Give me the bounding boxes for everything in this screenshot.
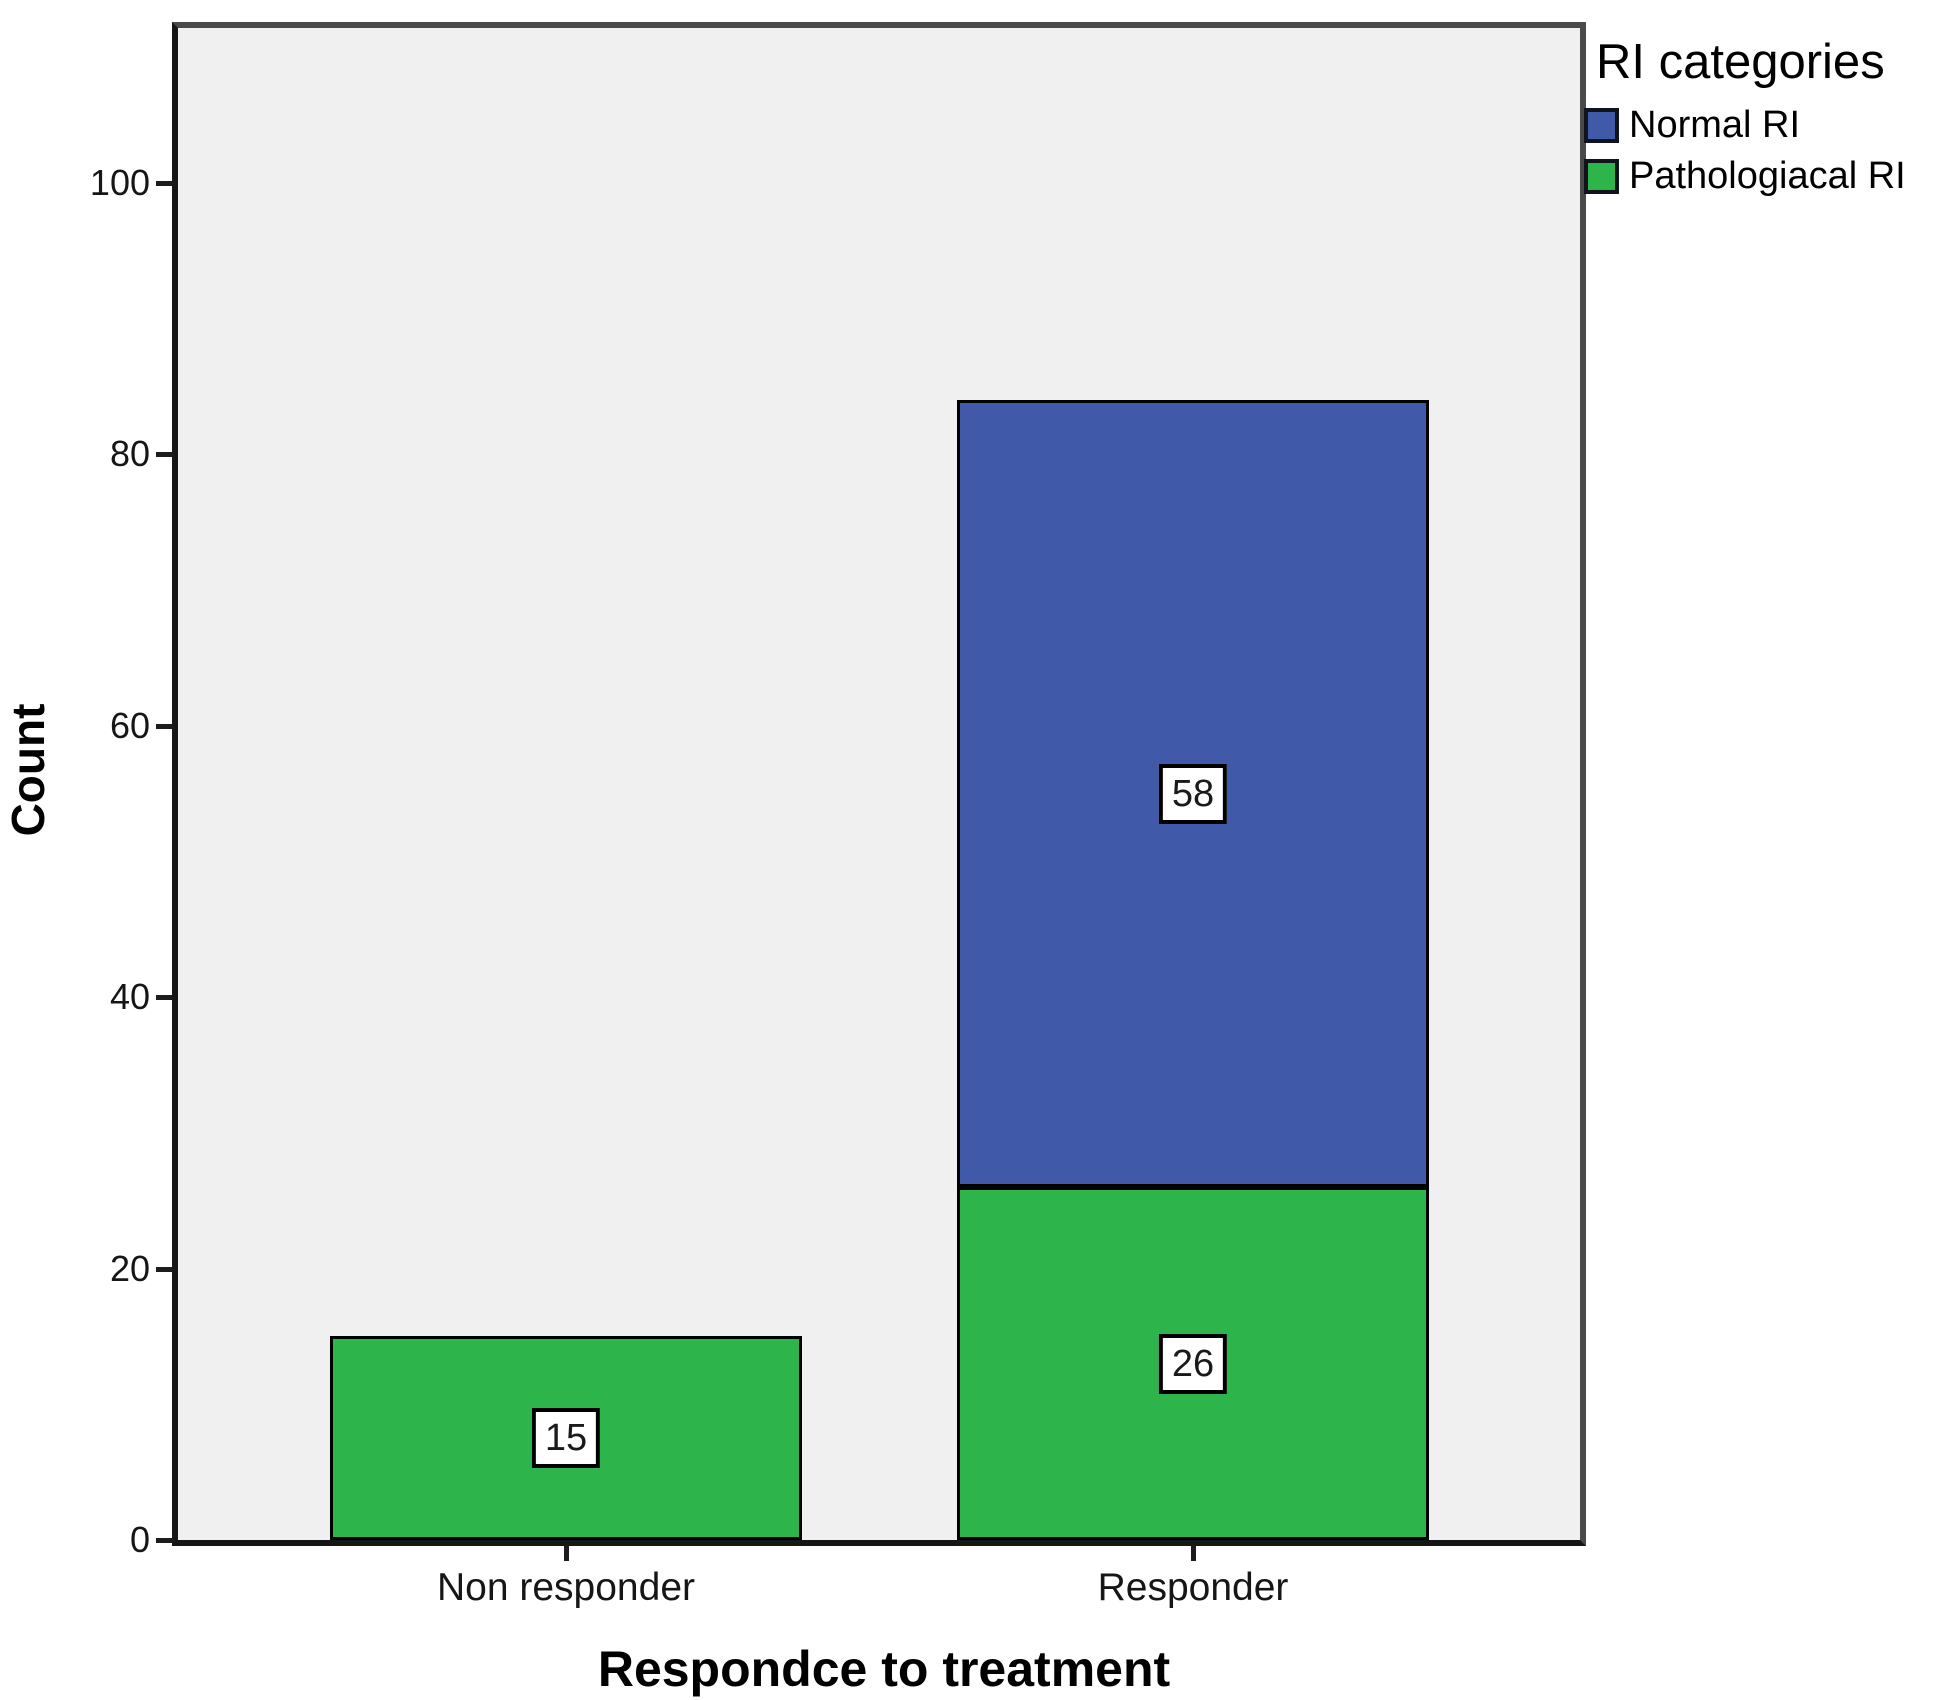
legend-title: RI categories [1596, 35, 1885, 89]
y-tick-label: 80 [109, 433, 150, 474]
legend-item: Pathologiacal RI [1584, 155, 1936, 198]
y-tick-mark [156, 452, 173, 457]
y-tick-mark [156, 1538, 173, 1543]
legend: RI categories Normal RI Pathologiacal RI [1584, 34, 1936, 198]
y-tick-mark [156, 181, 173, 186]
segment-value-label: 26 [1158, 1333, 1228, 1394]
legend-swatch-icon [1584, 159, 1619, 194]
x-axis-title: Respondce to treatment [597, 1641, 1171, 1697]
plot-area: 15 26 58 [172, 22, 1586, 1546]
x-category-label: Responder [1097, 1566, 1289, 1609]
y-tick-label: 20 [109, 1248, 150, 1289]
legend-items: Normal RI Pathologiacal RI [1584, 104, 1936, 198]
y-tick-label: 40 [109, 976, 150, 1017]
y-tick-mark [156, 1267, 173, 1272]
y-tick-label: 60 [109, 705, 150, 746]
y-tick-mark [156, 995, 173, 1000]
x-tick-mark [1191, 1546, 1196, 1561]
y-tick-label: 0 [129, 1519, 150, 1560]
legend-swatch-icon [1584, 108, 1619, 143]
x-tick-mark [564, 1546, 569, 1561]
y-tick-label: 100 [89, 162, 150, 203]
segment-value-label: 15 [531, 1408, 601, 1468]
legend-item-label: Pathologiacal RI [1629, 155, 1906, 197]
y-tick-mark [156, 724, 173, 729]
legend-item: Normal RI [1584, 104, 1936, 147]
segment-value-label: 58 [1158, 763, 1228, 824]
plot-inner: 15 26 58 [178, 28, 1580, 1540]
x-category-label: Non responder [437, 1566, 695, 1609]
legend-item-label: Normal RI [1629, 104, 1801, 146]
